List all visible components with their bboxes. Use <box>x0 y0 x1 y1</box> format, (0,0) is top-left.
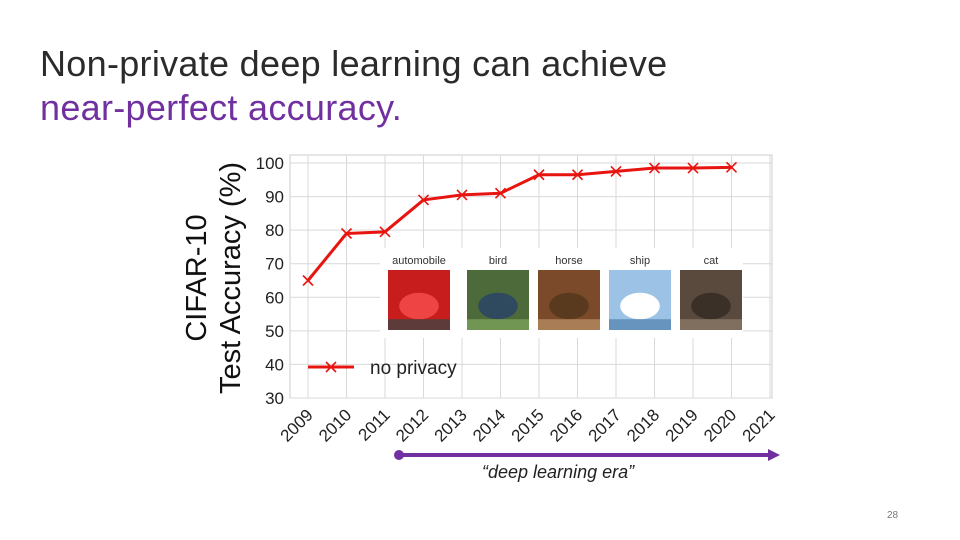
marker-stroke <box>571 169 584 181</box>
photo-ground <box>680 319 742 330</box>
red-car-photo <box>388 270 450 330</box>
inset-image-label: ship <box>630 255 650 267</box>
marker-stroke <box>648 162 661 174</box>
inset-image-label: automobile <box>392 255 446 267</box>
y-tick-label: 80 <box>265 221 284 240</box>
data-point-marker <box>302 274 314 287</box>
y-tick-label: 90 <box>265 188 284 207</box>
x-tick-label: 2019 <box>662 405 702 445</box>
x-tick-label: 2013 <box>431 405 471 445</box>
inset-image-label: cat <box>704 255 719 267</box>
x-tick-label: 2011 <box>355 405 394 444</box>
title-line-2: near-perfect accuracy. <box>40 87 403 128</box>
x-tick-label: 2021 <box>739 405 779 445</box>
x-tick-label: 2015 <box>508 405 548 445</box>
inset-image-panel: automobile bird horse ship cat <box>380 248 743 338</box>
y-tick-label: 30 <box>265 389 284 408</box>
photo-ground <box>467 319 529 330</box>
x-tick-label: 2009 <box>277 405 317 445</box>
photo-ground <box>609 319 671 330</box>
photo-subject <box>620 292 660 320</box>
x-tick-label: 2010 <box>315 405 355 445</box>
marker-stroke <box>417 194 430 206</box>
era-label: “deep learning era” <box>482 462 635 482</box>
inset-image-label: horse <box>555 255 583 267</box>
data-point-marker <box>610 165 622 177</box>
x-tick-label: 2018 <box>623 405 663 445</box>
y-tick-label: 100 <box>256 154 284 173</box>
bird-photo <box>467 270 529 330</box>
photo-subject <box>549 292 589 320</box>
data-point-marker <box>494 187 507 199</box>
data-point-marker <box>725 161 738 173</box>
marker-stroke <box>610 165 622 177</box>
series-line-no-privacy <box>306 165 732 282</box>
legend-marker <box>325 361 337 373</box>
data-point-marker <box>687 162 699 174</box>
data-point-marker <box>648 162 661 174</box>
x-tick-label: 2016 <box>546 405 586 445</box>
inset-image-label: bird <box>489 255 507 267</box>
marker-stroke <box>379 226 391 238</box>
data-point-marker <box>533 169 545 181</box>
data-point-marker <box>340 227 353 240</box>
photo-subject <box>478 292 518 320</box>
x-tick-label: 2012 <box>392 405 432 445</box>
x-tick-label: 2020 <box>700 405 740 445</box>
horse-photo <box>538 270 600 330</box>
ship-photo <box>609 270 671 330</box>
y-tick-label: 40 <box>265 355 284 374</box>
marker-stroke <box>494 187 507 199</box>
y-tick-label: 70 <box>265 255 284 274</box>
photo-subject <box>399 292 439 320</box>
marker-stroke <box>725 161 738 173</box>
y-tick-label: 50 <box>265 322 284 341</box>
y-axis-label-line1: CIFAR-10 <box>181 214 213 341</box>
title-line-1: Non-private deep learning can achieve <box>40 43 668 84</box>
era-arrow-head <box>768 449 780 461</box>
y-tick-label: 60 <box>265 288 284 307</box>
slide-title: Non-private deep learning can achieve ne… <box>40 42 668 130</box>
photo-ground <box>538 319 600 330</box>
photo-subject <box>691 292 731 320</box>
marker-stroke <box>533 169 545 181</box>
x-tick-label: 2014 <box>469 405 509 445</box>
marker-stroke <box>687 162 699 174</box>
marker-stroke <box>302 274 314 287</box>
marker-stroke <box>340 227 353 240</box>
slide-number: 28 <box>887 510 899 521</box>
data-point-marker <box>456 189 468 201</box>
data-point-marker <box>417 194 430 206</box>
legend-label: no privacy <box>370 358 457 379</box>
y-axis-label-line2: Test Accuracy (%) <box>215 162 247 394</box>
data-point-marker <box>571 169 584 181</box>
marker-stroke <box>456 189 468 201</box>
cat-photo <box>680 270 742 330</box>
data-point-marker <box>379 226 391 238</box>
photo-ground <box>388 319 450 330</box>
x-tick-label: 2017 <box>585 405 625 445</box>
